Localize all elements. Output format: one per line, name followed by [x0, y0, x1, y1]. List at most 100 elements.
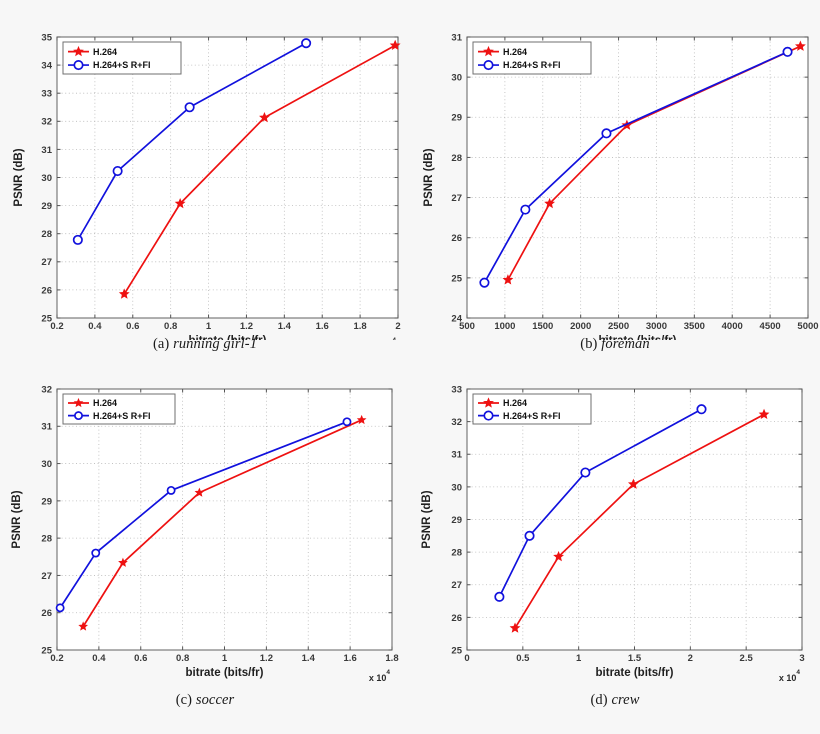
data-point [174, 197, 186, 209]
series-line [483, 51, 788, 284]
data-point [795, 40, 806, 51]
data-point [166, 485, 176, 495]
chart-b-caption: (b) foreman [410, 336, 820, 353]
y-tick-label: 26 [451, 613, 462, 624]
series-line [59, 421, 348, 609]
legend-label: H.264 [503, 47, 527, 57]
chart-d-caption-index: (d) [590, 692, 608, 708]
legend-marker-star [483, 397, 494, 408]
data-point [520, 204, 531, 215]
data-point [553, 551, 564, 562]
y-tick-label: 30 [41, 173, 52, 184]
legend-box [472, 393, 592, 425]
y-tick-label: 28 [451, 153, 462, 164]
legend-label: H.264+S R+FI [93, 411, 151, 421]
y-tick-label: 32 [451, 417, 462, 428]
x-tick-label: 1 [206, 321, 212, 332]
legend-label: H.264+S R+FI [503, 60, 561, 70]
legend-label: H.264 [93, 47, 117, 57]
legend-box [62, 393, 176, 425]
legend-a[interactable]: H.264 H.264+S R+FI [62, 41, 182, 75]
series-h264-d [509, 408, 770, 633]
legend-marker-circle [74, 411, 83, 421]
data-point [259, 111, 270, 123]
y-tick-label: 28 [41, 229, 52, 240]
series-h264-sr-fi-b [479, 46, 793, 288]
data-point [78, 621, 89, 631]
chart-d-canvas: 0 0.5 1 1.5 2 2.5 3 25 26 27 28 29 30 31 32 33 bitrate (… [410, 367, 820, 734]
legend-b[interactable]: H.264 H.264+S R+FI [472, 41, 592, 75]
x-tick-label: 1.2 [240, 321, 253, 332]
y-tick-label: 27 [41, 257, 52, 268]
legend-marker-circle [73, 59, 84, 71]
y-tick-label: 32 [41, 384, 52, 395]
chart-c-canvas: 0.2 0.4 0.6 0.8 1 1.2 1.4 1.6 1.8 25 26 27 28 29 30 31 3… [0, 367, 410, 734]
y-tick-label: 31 [41, 145, 52, 156]
y-tick-label: 30 [41, 459, 52, 470]
legend-d[interactable]: H.264 H.264+S R+FI [472, 393, 592, 425]
x-tick-label: 1.5 [628, 653, 642, 664]
data-point [118, 288, 130, 299]
x-axis-exponent: x 104 [779, 669, 801, 684]
axis-ticks-a: 0.2 0.4 0.6 0.8 1 1.2 1.4 1.6 1.8 2 25 26 27 28 29 30 31… [41, 32, 400, 332]
y-tick-label: 25 [451, 645, 462, 656]
chart-a-caption: (a) running girl-1 [0, 336, 410, 353]
legend-marker-circle [483, 59, 494, 71]
legend-marker-star [483, 45, 494, 57]
y-tick-label: 28 [41, 534, 52, 545]
series-h264-sr-fi-c [55, 417, 352, 613]
data-point [524, 530, 535, 541]
data-point [782, 46, 793, 57]
chart-c-caption-index: (c) [175, 692, 193, 708]
x-tick-label: 4500 [760, 321, 781, 332]
data-point [580, 467, 591, 478]
legend-marker-circle [483, 410, 494, 421]
x-tick-label: 3000 [646, 321, 667, 332]
x-tick-label: 2 [395, 321, 400, 332]
legend-box [62, 41, 182, 75]
plot-frame-b [466, 36, 809, 319]
y-tick-label: 35 [41, 32, 52, 43]
data-point [389, 39, 401, 51]
x-tick-label: 1 [576, 653, 582, 664]
data-point [301, 38, 312, 49]
data-point [601, 128, 612, 139]
x-tick-label: 1.6 [344, 653, 357, 664]
legend-marker-star [73, 397, 84, 408]
data-point [627, 478, 639, 489]
y-tick-label: 33 [451, 384, 462, 395]
x-axis-label: bitrate (bits/fr) [189, 335, 267, 340]
data-point [72, 234, 83, 245]
x-tick-label: 2500 [608, 321, 629, 332]
x-axis-label: bitrate (bits/fr) [186, 667, 264, 679]
data-point [194, 487, 205, 497]
x-tick-label: 0.8 [164, 321, 177, 332]
data-point [118, 557, 128, 567]
legend-c[interactable]: H.264 H.264+S R+FI [62, 393, 176, 425]
chart-panel-b: 500 1000 1500 2000 2500 3000 3500 4000 4500 5000 2… [410, 0, 820, 367]
data-point [112, 165, 123, 177]
y-axis-label: PSNR (dB) [423, 148, 435, 206]
chart-d-caption-name: crew [611, 692, 640, 708]
legend-label: H.264 [503, 398, 527, 408]
data-point [184, 102, 195, 113]
x-tick-label: 0 [464, 653, 469, 664]
legend-label: H.264+S R+FI [503, 411, 561, 421]
legend-marker-star [73, 45, 84, 57]
legend-box [472, 41, 592, 75]
chart-panel-a: 0.2 0.4 0.6 0.8 1 1.2 1.4 1.6 1.8 2 25 26 27 28 29 30 31… [0, 0, 410, 367]
y-axis-label: PSNR (dB) [13, 148, 25, 206]
chart-panel-d: 0 0.5 1 1.5 2 2.5 3 25 26 27 28 29 30 31 32 33 bitrate (… [410, 367, 820, 734]
chart-panel-c: 0.2 0.4 0.6 0.8 1 1.2 1.4 1.6 1.8 25 26 27 28 29 30 31 3… [0, 367, 410, 734]
chart-a-canvas: 0.2 0.4 0.6 0.8 1 1.2 1.4 1.6 1.8 2 25 26 27 28 29 30 31… [0, 0, 410, 367]
x-tick-label: 2.5 [740, 653, 754, 664]
y-tick-label: 29 [451, 515, 462, 526]
data-point [479, 277, 490, 288]
series-h264-sr-fi-d [494, 404, 707, 602]
y-tick-label: 26 [41, 285, 52, 296]
y-tick-label: 31 [451, 450, 462, 461]
x-tick-label: 1.8 [385, 653, 398, 664]
x-axis-label: bitrate (bits/fr) [596, 667, 674, 679]
axis-ticks-d: 0 0.5 1 1.5 2 2.5 3 25 26 27 28 29 30 31 32 33 [451, 384, 804, 664]
y-tick-label: 27 [41, 571, 52, 582]
